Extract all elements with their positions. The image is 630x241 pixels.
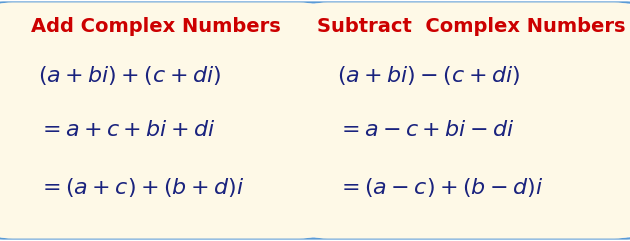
Text: $\left(a+bi\right)-\left(c+di\right)$: $\left(a+bi\right)-\left(c+di\right)$ bbox=[337, 64, 520, 87]
Text: $\left(a+bi\right)+\left(c+di\right)$: $\left(a+bi\right)+\left(c+di\right)$ bbox=[38, 64, 221, 87]
Text: $=a+c+bi+di$: $=a+c+bi+di$ bbox=[38, 120, 215, 140]
Text: Add Complex Numbers: Add Complex Numbers bbox=[32, 17, 281, 36]
FancyBboxPatch shape bbox=[309, 2, 630, 239]
FancyBboxPatch shape bbox=[0, 2, 318, 239]
Text: $=a-c+bi-di$: $=a-c+bi-di$ bbox=[337, 120, 515, 140]
Text: Subtract  Complex Numbers: Subtract Complex Numbers bbox=[317, 17, 626, 36]
Text: $=\left(a+c\right)+\left(b+d\right)i$: $=\left(a+c\right)+\left(b+d\right)i$ bbox=[38, 176, 244, 200]
Text: $=\left(a-c\right)+\left(b-d\right)i$: $=\left(a-c\right)+\left(b-d\right)i$ bbox=[337, 176, 543, 200]
